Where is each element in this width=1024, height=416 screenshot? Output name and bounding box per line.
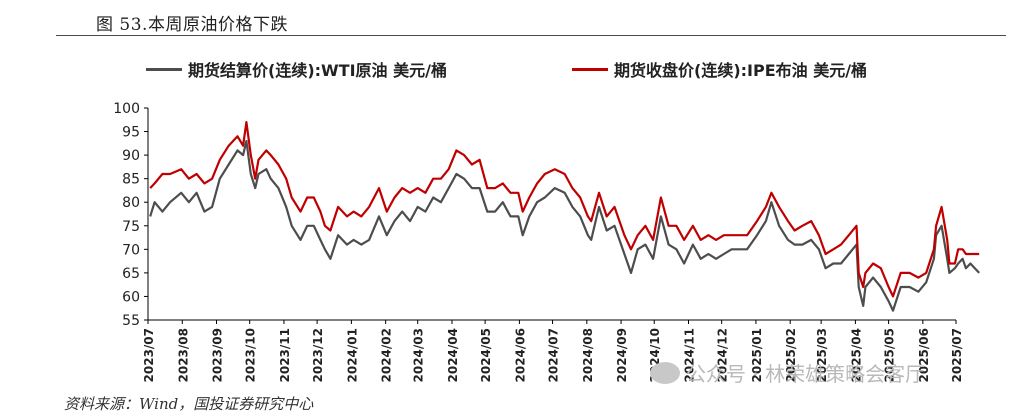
x-tick-label: 2024/07 bbox=[547, 328, 561, 382]
legend-item-wti: 期货结算价(连续):WTI原油 美元/桶 bbox=[146, 57, 447, 81]
y-tick-label: 75 bbox=[122, 219, 140, 235]
x-tick-label: 2025/04 bbox=[849, 328, 863, 382]
x-tick-label: 2025/05 bbox=[883, 328, 897, 382]
x-tick-label: 2023/09 bbox=[211, 328, 225, 382]
x-tick-label: 2023/12 bbox=[311, 328, 325, 382]
y-tick-label: 65 bbox=[122, 266, 140, 282]
watermark-text: 公众号 · 林荣雄策略会客厅 bbox=[686, 362, 926, 386]
x-tick-label: 2025/02 bbox=[784, 328, 798, 382]
x-tick-label: 2024/01 bbox=[345, 328, 359, 382]
x-tick-label: 2024/06 bbox=[513, 328, 527, 382]
x-tick-label: 2024/04 bbox=[446, 328, 460, 382]
x-tick-label: 2023/10 bbox=[244, 328, 258, 382]
x-tick-label: 2024/12 bbox=[716, 328, 730, 382]
y-tick-label: 55 bbox=[122, 313, 140, 329]
x-tick-label: 2023/07 bbox=[142, 328, 156, 382]
title-divider bbox=[56, 35, 1006, 36]
series-line-brent bbox=[149, 121, 980, 298]
y-tick-label: 95 bbox=[122, 125, 140, 141]
x-tick-label: 2025/07 bbox=[950, 328, 964, 382]
y-tick-label: 85 bbox=[122, 172, 140, 188]
x-tick-label: 2025/06 bbox=[917, 328, 931, 382]
x-tick-label: 2024/09 bbox=[615, 328, 629, 382]
y-tick-label: 100 bbox=[113, 101, 140, 117]
figure-title: 图 53.本周原油价格下跌 bbox=[96, 15, 288, 35]
series-line-wti bbox=[149, 139, 981, 312]
source-note: 资料来源：Wind，国投证券研究中心 bbox=[64, 395, 314, 413]
y-tick-label: 70 bbox=[122, 242, 140, 258]
x-tick-label: 2024/05 bbox=[479, 328, 493, 382]
legend-item-brent: 期货收盘价(连续):IPE布油 美元/桶 bbox=[572, 57, 867, 81]
x-tick-label: 2025/03 bbox=[815, 328, 829, 382]
legend-swatch-wti bbox=[146, 67, 182, 71]
wechat-icon bbox=[650, 361, 680, 384]
x-tick-label: 2024/03 bbox=[412, 328, 426, 382]
y-tick-label: 60 bbox=[122, 289, 140, 305]
x-tick-label: 2023/08 bbox=[176, 328, 190, 382]
y-tick-label: 90 bbox=[122, 148, 140, 164]
x-tick-label: 2024/11 bbox=[683, 328, 697, 382]
x-tick-label: 2023/11 bbox=[278, 328, 292, 382]
legend-label-brent: 期货收盘价(连续):IPE布油 美元/桶 bbox=[614, 61, 868, 80]
legend-swatch-brent bbox=[572, 67, 608, 71]
legend-label-wti: 期货结算价(连续):WTI原油 美元/桶 bbox=[188, 61, 447, 80]
x-tick-label: 2025/01 bbox=[750, 328, 764, 382]
watermark: 公众号 · 林荣雄策略会客厅 bbox=[650, 358, 925, 387]
x-tick-label: 2024/02 bbox=[380, 328, 394, 382]
y-tick-label: 80 bbox=[122, 195, 140, 211]
x-tick-label: 2024/08 bbox=[581, 328, 595, 382]
